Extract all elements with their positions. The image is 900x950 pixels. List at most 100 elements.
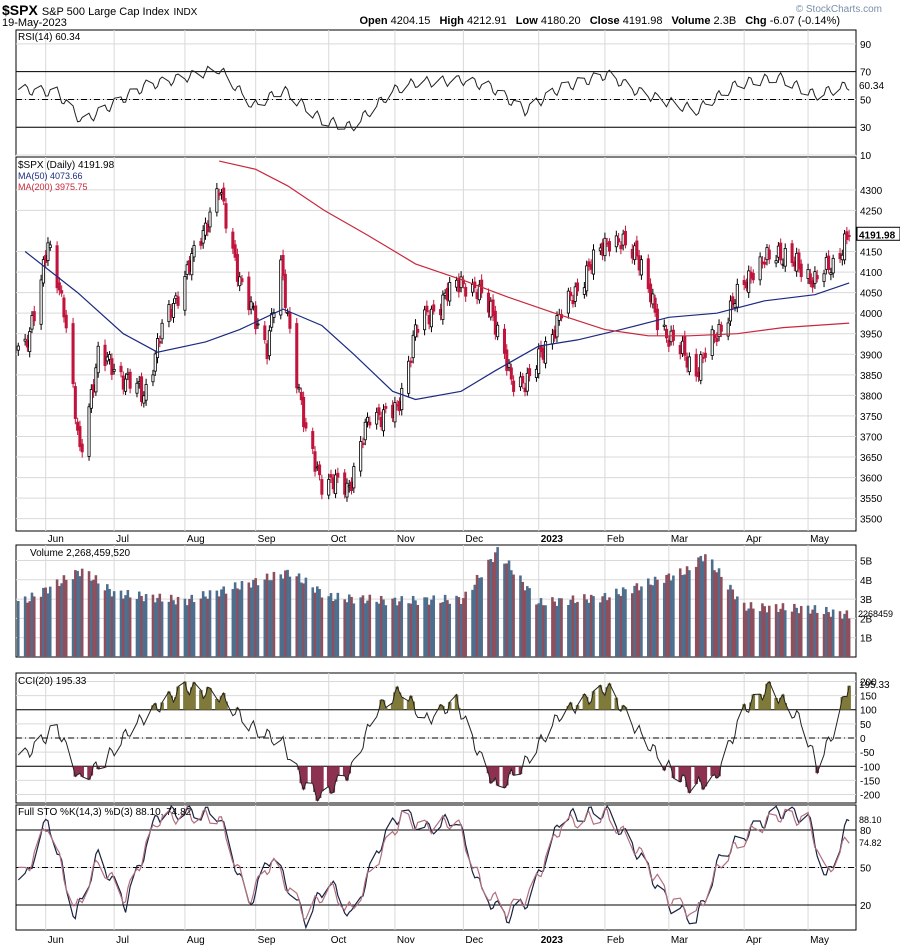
- stochastic-x-tick: Feb: [607, 935, 625, 946]
- cci-axis-tick: 100: [860, 706, 877, 717]
- candle-body: [144, 384, 148, 401]
- candle-body: [28, 331, 32, 353]
- candle-body: [256, 323, 260, 326]
- volume-bar: [742, 602, 746, 657]
- candle-body: [270, 313, 274, 328]
- candle-body: [381, 409, 386, 432]
- candle-body: [334, 474, 338, 495]
- volume-bar: [822, 614, 826, 657]
- volume-bar: [747, 608, 751, 657]
- symbol: $SPX: [2, 2, 38, 18]
- volume-bar: [199, 598, 203, 657]
- cci-line: [17, 680, 850, 802]
- volume-axis-tick: 5B: [860, 556, 873, 567]
- volume-bar: [521, 581, 525, 657]
- volume-bar: [366, 600, 369, 657]
- volume-bar: [236, 588, 239, 657]
- candle-body: [16, 345, 20, 351]
- volume-bar: [377, 603, 381, 657]
- volume-bar: [286, 569, 289, 657]
- volume-bar: [217, 596, 221, 657]
- candle-body: [525, 372, 529, 392]
- cci-axis-tick: 150: [860, 692, 877, 703]
- stochastic-x-tick: Jun: [48, 935, 64, 946]
- candle-body: [359, 441, 363, 472]
- candle-body: [32, 311, 36, 322]
- volume-bar: [23, 596, 27, 657]
- candle-body: [110, 358, 114, 375]
- volume-bar: [368, 594, 372, 657]
- volume-bar: [813, 605, 817, 657]
- price-axis-tick: 4100: [860, 268, 883, 279]
- rsi-label: RSI(14) 60.34: [18, 32, 81, 43]
- volume-bar: [409, 603, 413, 657]
- volume-bar: [847, 618, 851, 657]
- candle-body: [585, 265, 589, 292]
- candle-body: [249, 301, 253, 310]
- candle-body: [623, 230, 627, 246]
- volume-bar: [295, 576, 299, 657]
- stoch-d-value: 74.82: [859, 838, 882, 848]
- candle-body: [112, 368, 116, 372]
- candle-body: [254, 305, 258, 330]
- volume-bar: [112, 591, 116, 657]
- candle-body: [653, 297, 657, 313]
- open-value: 4204.15: [390, 15, 431, 27]
- price-axis-tick: 4300: [860, 186, 883, 197]
- candle-body: [619, 245, 623, 250]
- candle-body: [222, 187, 226, 202]
- volume-bar: [425, 597, 429, 657]
- volume-bar: [160, 601, 164, 657]
- price-axis-tick: 4000: [860, 309, 883, 320]
- volume-bar: [683, 574, 687, 657]
- volume-bar: [416, 604, 420, 657]
- volume-bar: [608, 597, 611, 657]
- volume-bar: [265, 573, 269, 657]
- volume-bar: [439, 602, 442, 657]
- volume-bar: [557, 598, 561, 657]
- volume-bar: [491, 562, 495, 657]
- candle-body: [774, 260, 778, 264]
- candle-body: [735, 283, 739, 308]
- watermark: © StockCharts.com: [795, 4, 882, 15]
- candle-body: [409, 360, 413, 363]
- candle-body: [267, 330, 271, 357]
- rsi-axis-tick: 10: [860, 151, 872, 162]
- volume-bar: [774, 604, 778, 657]
- rsi-panel-frame: [15, 29, 857, 156]
- volume-bar: [384, 605, 388, 657]
- candle-body: [432, 304, 436, 312]
- price-x-tick: May: [810, 534, 829, 545]
- volume-bar: [729, 584, 732, 657]
- candle-body: [491, 299, 495, 317]
- volume-bar: [631, 593, 634, 657]
- candle-body: [365, 416, 370, 423]
- open-label: Open: [359, 15, 388, 27]
- price-x-tick: Jul: [116, 534, 129, 545]
- volume-bar: [685, 566, 689, 657]
- candle-body: [416, 328, 420, 333]
- volume-axis-tick: 3B: [860, 595, 873, 606]
- price-x-tick: Nov: [397, 534, 415, 545]
- candle-body: [217, 193, 221, 196]
- candle-body: [283, 273, 287, 308]
- candle-body: [39, 279, 43, 325]
- candle-body: [128, 371, 132, 389]
- volume-bar: [329, 593, 333, 657]
- candle-body: [799, 263, 803, 278]
- candle-body: [233, 244, 237, 258]
- volume-bar: [656, 579, 659, 657]
- price-x-tick: Jun: [48, 534, 64, 545]
- candle-body: [155, 338, 160, 359]
- stochastic-x-tick: May: [810, 935, 829, 946]
- volume-bar: [247, 582, 251, 657]
- volume-bar: [587, 602, 591, 657]
- stoch-k-line: [17, 805, 850, 930]
- candle-body: [215, 188, 219, 213]
- candle-body: [512, 380, 516, 392]
- volume-bar: [605, 600, 609, 657]
- volume-bar: [701, 561, 705, 657]
- candle-body: [731, 296, 735, 305]
- stochastic-x-tick: Aug: [187, 935, 205, 946]
